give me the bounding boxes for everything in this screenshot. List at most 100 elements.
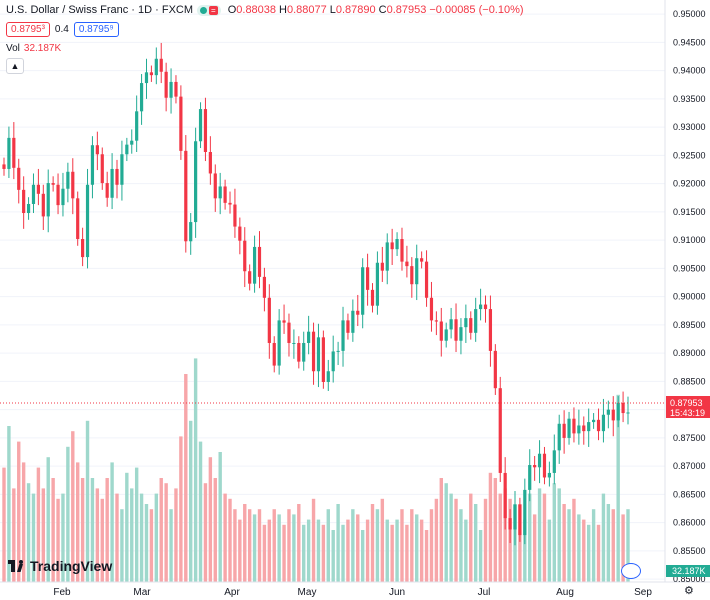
volume-bar xyxy=(164,483,168,582)
volume-bar xyxy=(66,446,70,582)
trade-buttons: 0.8795³ 0.4 0.8795⁹ xyxy=(6,22,119,37)
volume-bar xyxy=(469,493,473,582)
volume-bar xyxy=(596,524,601,582)
volume-bar xyxy=(21,462,26,582)
price-tick-label: 0.93000 xyxy=(673,122,706,132)
ohlc-key: H xyxy=(279,4,287,16)
price-tick-label: 0.94500 xyxy=(673,37,706,47)
volume-bar xyxy=(321,524,326,582)
price-tick-label: 0.86500 xyxy=(673,489,706,499)
last-volume-box xyxy=(666,565,710,577)
candle-body xyxy=(2,164,6,169)
volume-bar xyxy=(71,431,75,582)
candle-body xyxy=(159,58,163,72)
volume-bar xyxy=(405,524,409,582)
ohlc-value: −0.00085 (−0.10%) xyxy=(429,4,524,16)
candle-body xyxy=(7,137,11,169)
candle-body xyxy=(277,320,281,366)
volume-bar xyxy=(311,498,316,582)
candle-body xyxy=(189,222,193,242)
price-tick-label: 0.90500 xyxy=(673,263,706,273)
candle-body xyxy=(238,226,242,241)
chevron-up-icon[interactable]: ▲ xyxy=(6,58,24,74)
volume-bar xyxy=(346,519,350,582)
volume-bar xyxy=(203,483,208,582)
candle-body xyxy=(552,450,556,473)
candle-body xyxy=(262,276,267,298)
volume-bar xyxy=(302,524,306,582)
price-tick-label: 0.90000 xyxy=(673,292,706,302)
buy-price-button[interactable]: 0.8795⁹ xyxy=(73,22,119,37)
volume-legend: Vol 32.187K xyxy=(6,43,61,54)
candle-body xyxy=(105,183,109,198)
sell-price-button[interactable]: 0.8795³ xyxy=(6,22,50,37)
volume-bar xyxy=(139,493,144,582)
price-tick-label: 0.92500 xyxy=(673,150,706,160)
volume-bar xyxy=(351,509,355,582)
volume-bar xyxy=(252,514,257,582)
volume-bar xyxy=(41,488,46,582)
candle-body xyxy=(22,189,26,214)
volume-bar xyxy=(115,493,119,582)
volume-bar xyxy=(7,426,11,582)
candle-body xyxy=(420,258,424,262)
ohlc-key: C xyxy=(378,4,387,16)
candle-body xyxy=(164,71,168,98)
candle-body xyxy=(321,337,325,382)
candle-body xyxy=(592,419,596,423)
candle-body xyxy=(434,320,438,322)
candle-body xyxy=(616,402,620,421)
market-status[interactable]: = xyxy=(197,4,221,16)
volume-bar xyxy=(297,504,301,582)
last-volume-label: 32.187K xyxy=(672,566,706,576)
candle-body xyxy=(547,472,551,478)
candle-body xyxy=(601,414,606,432)
volume-bar xyxy=(17,441,21,582)
candle-body xyxy=(26,203,31,214)
candle-body xyxy=(297,342,301,362)
volume-bar xyxy=(134,467,139,582)
volume-bar xyxy=(213,478,217,582)
time-axis[interactable]: Feb Mar Apr May Jun Jul Aug Sep xyxy=(53,587,652,598)
candle-body xyxy=(449,319,453,330)
volume-bar xyxy=(424,530,429,582)
candle-body xyxy=(469,318,473,333)
volume-bar xyxy=(444,483,448,582)
volume-bar xyxy=(380,498,385,582)
price-tick-label: 0.94000 xyxy=(673,66,706,76)
volume-bar xyxy=(228,498,232,582)
candle-body xyxy=(606,409,610,415)
volume-bar xyxy=(572,498,576,582)
candle-body xyxy=(135,111,139,141)
volume-bar xyxy=(316,519,321,582)
candle-body xyxy=(120,154,124,185)
volume-bar xyxy=(2,467,6,582)
volume-bar xyxy=(586,524,591,582)
candle-body xyxy=(208,151,212,174)
settings-gear-icon[interactable]: ⚙ xyxy=(684,585,694,597)
candle-body xyxy=(110,168,114,198)
volume-bar xyxy=(341,524,345,582)
volume-bar xyxy=(434,498,439,582)
countdown-label: 15:43:19 xyxy=(670,408,705,418)
candle-body xyxy=(223,186,227,203)
volume-bar xyxy=(429,509,434,582)
volume-bar xyxy=(591,509,596,582)
volume-bar xyxy=(419,519,424,582)
price-axis[interactable]: 0.95000 0.94500 0.94000 0.93500 0.93000 0.925… xyxy=(673,9,706,584)
candle-body xyxy=(115,168,119,185)
candle-body xyxy=(184,150,188,242)
last-price-label: 0.87953 xyxy=(670,398,703,408)
volume-bar xyxy=(154,493,159,582)
candle-body xyxy=(567,418,571,438)
volume-bar xyxy=(459,509,463,582)
volume-bar xyxy=(385,519,389,582)
symbol-title[interactable]: U.S. Dollar / Swiss Franc · 1D · FXCM xyxy=(6,4,194,16)
candle-body xyxy=(198,109,203,142)
candle-body xyxy=(518,504,522,536)
candle-body xyxy=(213,173,217,199)
candle-body xyxy=(71,171,75,199)
spread-value: 0.4 xyxy=(54,24,69,35)
time-tick-label: Feb xyxy=(53,587,71,598)
